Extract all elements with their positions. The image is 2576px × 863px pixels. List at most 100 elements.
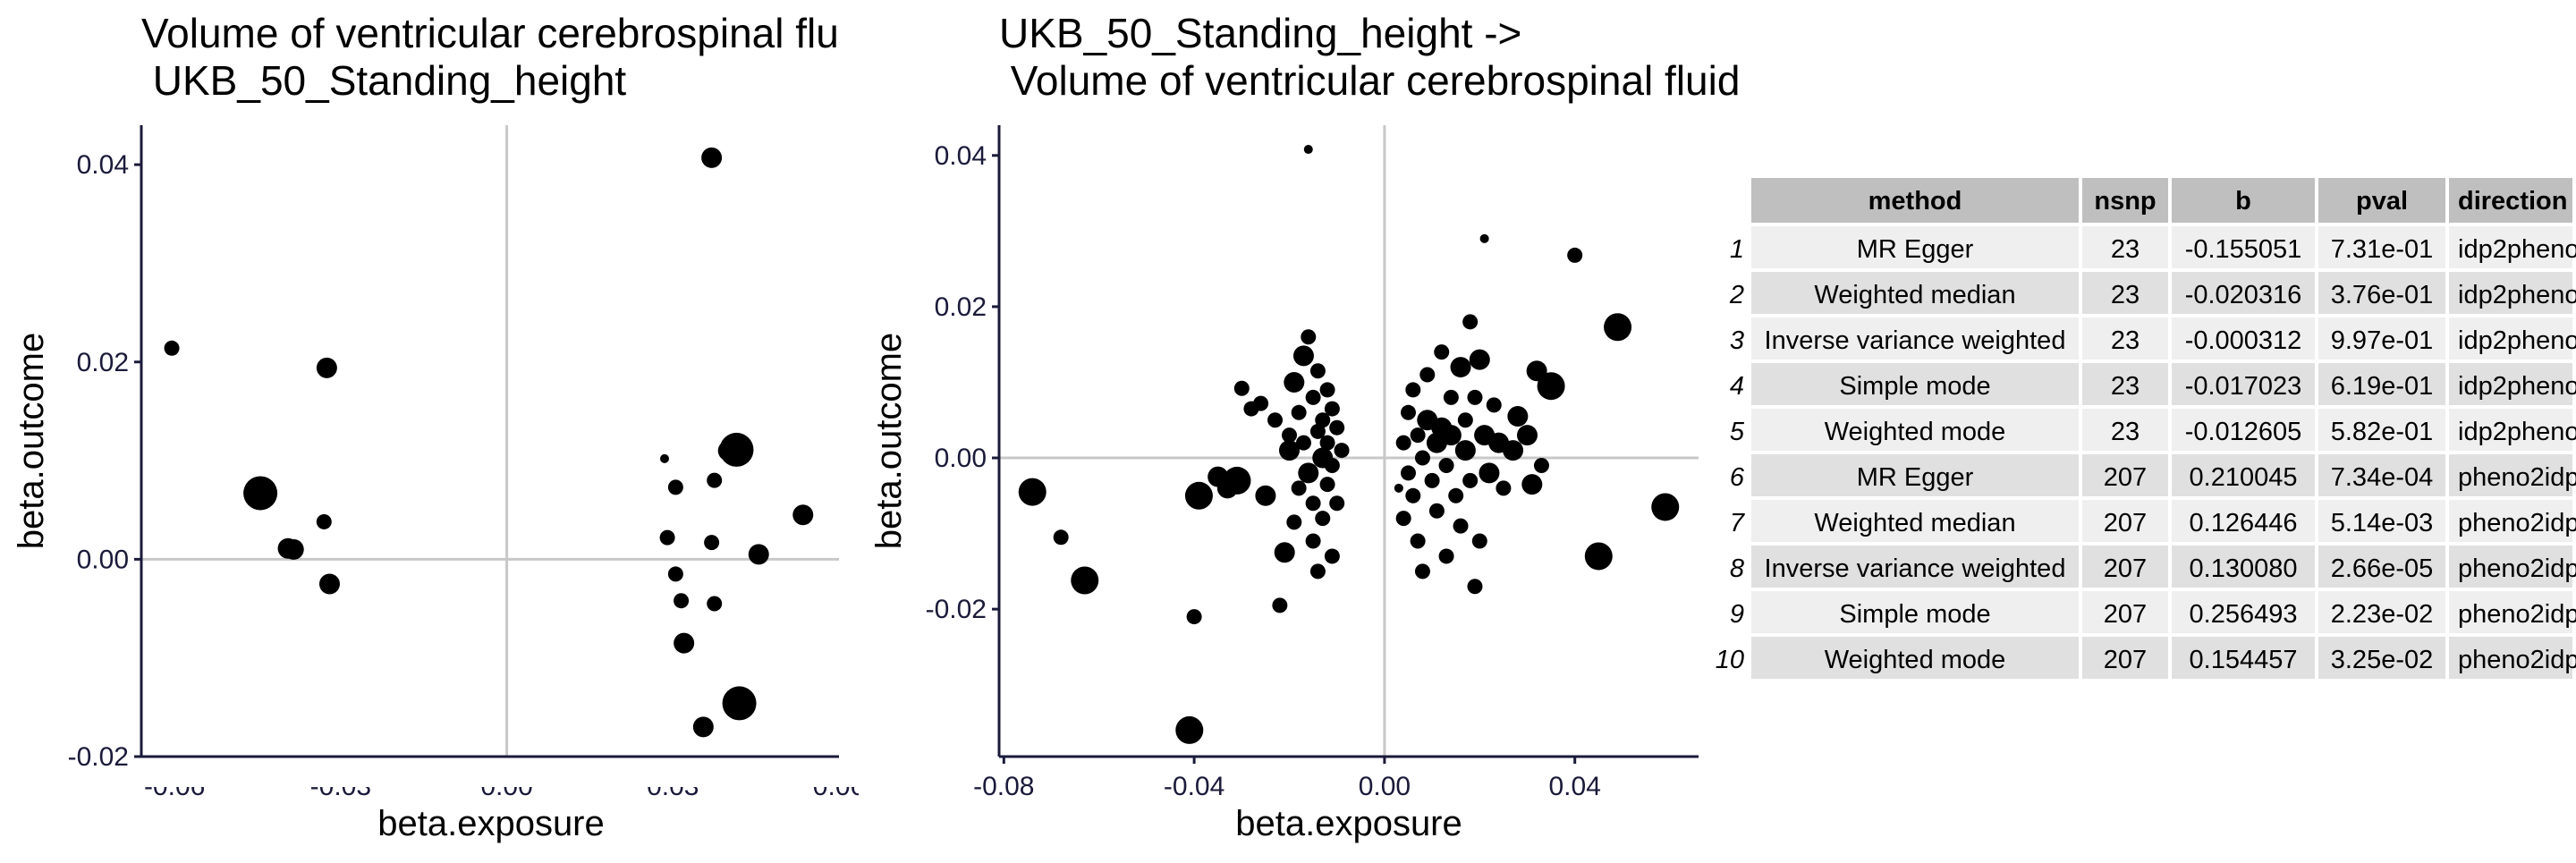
data-point (1305, 495, 1321, 512)
data-point (1315, 511, 1331, 527)
data-point (1462, 472, 1479, 488)
data-point (1443, 389, 1459, 405)
table-cell-nsnp: 207 (2104, 554, 2147, 583)
data-point (1282, 427, 1298, 444)
data-point (164, 340, 180, 356)
data-point (704, 535, 720, 551)
table-cell-direction: idp2pheno (2458, 235, 2576, 264)
y-tick-label: -0.02 (68, 742, 129, 772)
table-cell (1751, 591, 2079, 633)
data-point (318, 573, 340, 595)
y-tick-label: 0.00 (935, 444, 987, 473)
data-point (1405, 382, 1421, 398)
left-x-ticks: -0.06 -0.03 0.00 0.03 0.06 (144, 772, 865, 801)
data-point (1424, 472, 1440, 488)
table-row-index: 1 (1730, 235, 1744, 264)
left-title-line2: UKB_50_Standing_height (141, 57, 626, 104)
table-cell (2449, 546, 2572, 588)
table-cell-direction: pheno2idp (2458, 646, 2576, 674)
table-cell (2082, 363, 2168, 405)
table-cell (2082, 409, 2168, 451)
table-cell (2318, 409, 2445, 451)
data-point (1450, 357, 1471, 378)
table-cell-pval: 5.14e-03 (2331, 509, 2434, 537)
table-cell (2172, 454, 2315, 496)
data-point (1414, 563, 1430, 580)
data-point (1324, 401, 1340, 417)
table-cell-pval: 9.97e-01 (2331, 326, 2434, 355)
table-cell (2318, 272, 2445, 314)
table-cell-b: 0.126446 (2190, 509, 2298, 537)
table-cell-direction: pheno2idp (2458, 554, 2576, 583)
data-point (1295, 435, 1311, 451)
data-point (1521, 474, 1543, 495)
table-cell-direction: idp2pheno (2458, 418, 2576, 446)
y-tick-label: 0.00 (77, 545, 129, 574)
data-point (316, 513, 332, 529)
data-point (1315, 412, 1331, 428)
data-point (1053, 529, 1069, 546)
table-cell (2172, 226, 2315, 268)
table-cell (2449, 500, 2572, 542)
data-point (283, 538, 304, 560)
data-point (1507, 406, 1529, 427)
table-cell-b: 0.154457 (2190, 646, 2298, 674)
table-cell-method: Simple mode (1839, 600, 1990, 629)
table-cell-method: Simple mode (1839, 372, 1990, 401)
left-plot-area (141, 125, 839, 758)
data-point (1319, 382, 1335, 398)
table-cell (2318, 226, 2445, 268)
data-point (674, 632, 695, 654)
data-point (1567, 247, 1583, 263)
y-tick-label: 0.04 (77, 150, 129, 180)
data-point (1324, 548, 1340, 564)
table-cell (2449, 591, 2572, 633)
table-row-index: 7 (1730, 509, 1746, 537)
data-point (1303, 145, 1313, 155)
data-point (674, 593, 690, 609)
table-cell (2449, 363, 2572, 405)
table-header-direction: direction (2458, 187, 2567, 216)
table-cell-nsnp: 207 (2104, 463, 2147, 492)
data-point (1279, 440, 1301, 461)
data-point (1584, 542, 1613, 571)
table-cell-method: Weighted median (1814, 509, 2015, 537)
x-tick-label: -0.03 (310, 772, 371, 801)
table-cell (2172, 317, 2315, 360)
data-point (1324, 457, 1340, 473)
table-header-cell (1751, 178, 2079, 223)
table-cell-direction: idp2pheno (2458, 326, 2576, 355)
table-cell-direction: idp2pheno (2458, 281, 2576, 309)
table-cell (1751, 454, 2079, 496)
data-point (1462, 314, 1479, 330)
data-point (243, 476, 278, 511)
data-point (1175, 715, 1204, 744)
table-cell-b: 0.256493 (2190, 600, 2298, 629)
data-point (1223, 466, 1251, 495)
table-cell-direction: pheno2idp (2458, 600, 2576, 629)
table-cell (2449, 409, 2572, 451)
data-point (1329, 419, 1345, 436)
table-cell-method: MR Egger (1857, 235, 1974, 264)
table-header-method: method (1868, 187, 1962, 216)
table-cell-pval: 7.34e-04 (2331, 463, 2434, 492)
x-tick-label: 0.06 (813, 772, 865, 801)
data-point (1267, 412, 1284, 428)
data-point (1298, 462, 1319, 484)
table-cell-b: 0.210045 (2190, 463, 2298, 492)
data-point (1286, 514, 1302, 530)
table-cell (2318, 317, 2445, 360)
data-point (722, 686, 757, 721)
table-cell-method: Inverse variance weighted (1765, 326, 2066, 355)
data-point (1319, 435, 1335, 451)
data-point (1438, 457, 1454, 473)
right-x-ticks: -0.08 -0.04 0.00 0.04 (973, 757, 1601, 801)
table-row-index: 6 (1730, 463, 1745, 492)
data-point (659, 529, 675, 546)
data-point (1457, 412, 1473, 428)
table-cell (2449, 317, 2572, 360)
table-cell-direction: idp2pheno (2458, 372, 2576, 401)
data-point (1454, 440, 1476, 461)
table-cell (2449, 272, 2572, 314)
table-cell-pval: 3.76e-01 (2331, 281, 2434, 309)
